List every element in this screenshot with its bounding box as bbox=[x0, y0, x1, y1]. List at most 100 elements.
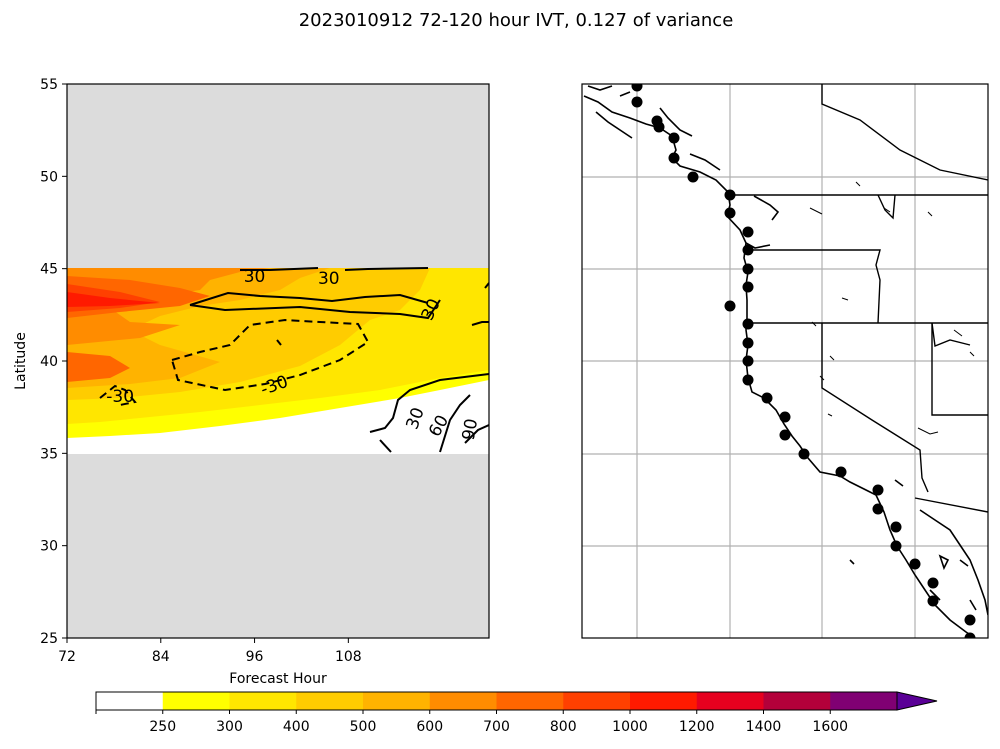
ivt-band-700-south bbox=[67, 352, 130, 382]
colorbar-tick-label: 1400 bbox=[746, 719, 782, 735]
x-tick-label: 72 bbox=[58, 649, 76, 665]
contour-positive-30-edge-n bbox=[484, 282, 489, 289]
colorbar-tick-label: 1600 bbox=[812, 719, 848, 735]
contour-label: -30 bbox=[106, 387, 134, 407]
colorbar-extend-arrow bbox=[896, 691, 938, 711]
right-panel-map bbox=[581, 83, 989, 639]
coastal-point bbox=[798, 448, 810, 460]
colorbar: 250 300 400 500 600 700 800 1000 1200 1400 1600 bbox=[95, 691, 938, 735]
coastal-point bbox=[742, 355, 754, 367]
coastal-point bbox=[724, 189, 736, 201]
y-tick-label: 45 bbox=[40, 262, 58, 278]
coastal-point bbox=[742, 337, 754, 349]
coastal-point bbox=[668, 152, 680, 164]
colorbar-tick-label: 300 bbox=[216, 719, 243, 735]
coastal-point bbox=[687, 171, 699, 183]
coastal-point bbox=[724, 300, 736, 312]
coastal-point bbox=[631, 84, 643, 92]
colorbar-segment bbox=[563, 692, 631, 710]
coastal-point bbox=[872, 503, 884, 515]
coastal-point bbox=[742, 374, 754, 386]
contour-label: 30 bbox=[318, 269, 340, 289]
x-tick-label: 96 bbox=[246, 649, 264, 665]
colorbar-segment bbox=[763, 692, 831, 710]
x-ticks: 72 84 96 108 bbox=[58, 638, 362, 665]
contour-label: 90 bbox=[459, 417, 482, 442]
colorbar-segment bbox=[96, 692, 164, 710]
colorbar-segments bbox=[96, 692, 898, 710]
colorbar-segment bbox=[496, 692, 564, 710]
coastal-point bbox=[742, 281, 754, 293]
contour-positive-30-top bbox=[240, 267, 319, 271]
coastal-point bbox=[964, 632, 976, 638]
coastal-point bbox=[742, 244, 754, 256]
coastal-points bbox=[631, 84, 976, 638]
colorbar-tick-label: 1000 bbox=[612, 719, 648, 735]
y-tick-label: 55 bbox=[40, 77, 58, 93]
colorbar-tick-label: 600 bbox=[416, 719, 443, 735]
colorbar-tick-label: 500 bbox=[350, 719, 377, 735]
y-tick-label: 50 bbox=[40, 169, 58, 185]
x-axis-label: Forecast Hour bbox=[229, 671, 327, 687]
contour-positive-30-south bbox=[369, 373, 489, 433]
contour-label: 30 bbox=[244, 267, 266, 287]
coastal-point bbox=[890, 521, 902, 533]
contour-positive-30-edge bbox=[471, 321, 489, 326]
colorbar-tick-label: 400 bbox=[283, 719, 310, 735]
colorbar-segment bbox=[296, 692, 364, 710]
coastal-point bbox=[872, 484, 884, 496]
coastal-point bbox=[742, 226, 754, 238]
x-tick-label: 108 bbox=[335, 649, 362, 665]
right-panel-frame bbox=[581, 83, 989, 639]
chart-title: 2023010912 72-120 hour IVT, 0.127 of var… bbox=[299, 10, 734, 31]
contour-minor bbox=[276, 339, 282, 346]
contour-positive-60 bbox=[379, 394, 471, 453]
coastal-point bbox=[927, 577, 939, 589]
coastal-point bbox=[653, 121, 665, 133]
coastal-point bbox=[631, 96, 643, 108]
contour-negative-30-west bbox=[99, 384, 137, 406]
y-tick-label: 35 bbox=[40, 446, 58, 462]
coastal-point bbox=[742, 263, 754, 275]
map-gridlines bbox=[582, 84, 988, 638]
coastal-point bbox=[835, 466, 847, 478]
contour-positive-30-top-right bbox=[344, 267, 429, 271]
colorbar-segment bbox=[363, 692, 431, 710]
contour-positive-90 bbox=[464, 424, 489, 444]
coastal-point bbox=[890, 540, 902, 552]
anomaly-contour-lines bbox=[99, 267, 489, 453]
colorbar-tick-label: 250 bbox=[149, 719, 176, 735]
colorbar-tick-label: 800 bbox=[550, 719, 577, 735]
colorbar-segment bbox=[696, 692, 764, 710]
y-tick-label: 30 bbox=[40, 539, 58, 555]
coastal-point bbox=[779, 411, 791, 423]
colorbar-tick-label: 700 bbox=[483, 719, 510, 735]
colorbar-ticks: 250 300 400 500 600 700 800 1000 1200 1400 1600 bbox=[95, 710, 848, 735]
coastal-point bbox=[927, 595, 939, 607]
y-axis-label: Latitude bbox=[13, 332, 29, 390]
coastal-point bbox=[761, 392, 773, 404]
coastal-point bbox=[779, 429, 791, 441]
y-tick-label: 40 bbox=[40, 354, 58, 370]
ivt-band-1000 bbox=[67, 292, 160, 307]
colorbar-tick-label: 1200 bbox=[679, 719, 715, 735]
colorbar-segment bbox=[162, 692, 230, 710]
contour-positive-30-inner bbox=[189, 299, 441, 320]
y-tick-label: 25 bbox=[40, 631, 58, 647]
small-lakes bbox=[809, 181, 975, 435]
coastal-point bbox=[909, 558, 921, 570]
colorbar-segment bbox=[429, 692, 497, 710]
coastal-point bbox=[668, 132, 680, 144]
x-tick-label: 84 bbox=[152, 649, 170, 665]
coastal-point bbox=[742, 318, 754, 330]
contour-positive-30-north bbox=[189, 291, 429, 306]
colorbar-segment bbox=[830, 692, 898, 710]
state-borders bbox=[730, 84, 988, 513]
y-ticks: 25 30 35 40 45 50 55 bbox=[40, 77, 67, 647]
colorbar-segment bbox=[630, 692, 698, 710]
coastal-point bbox=[964, 614, 976, 626]
colorbar-segment bbox=[229, 692, 297, 710]
coastal-point bbox=[724, 207, 736, 219]
